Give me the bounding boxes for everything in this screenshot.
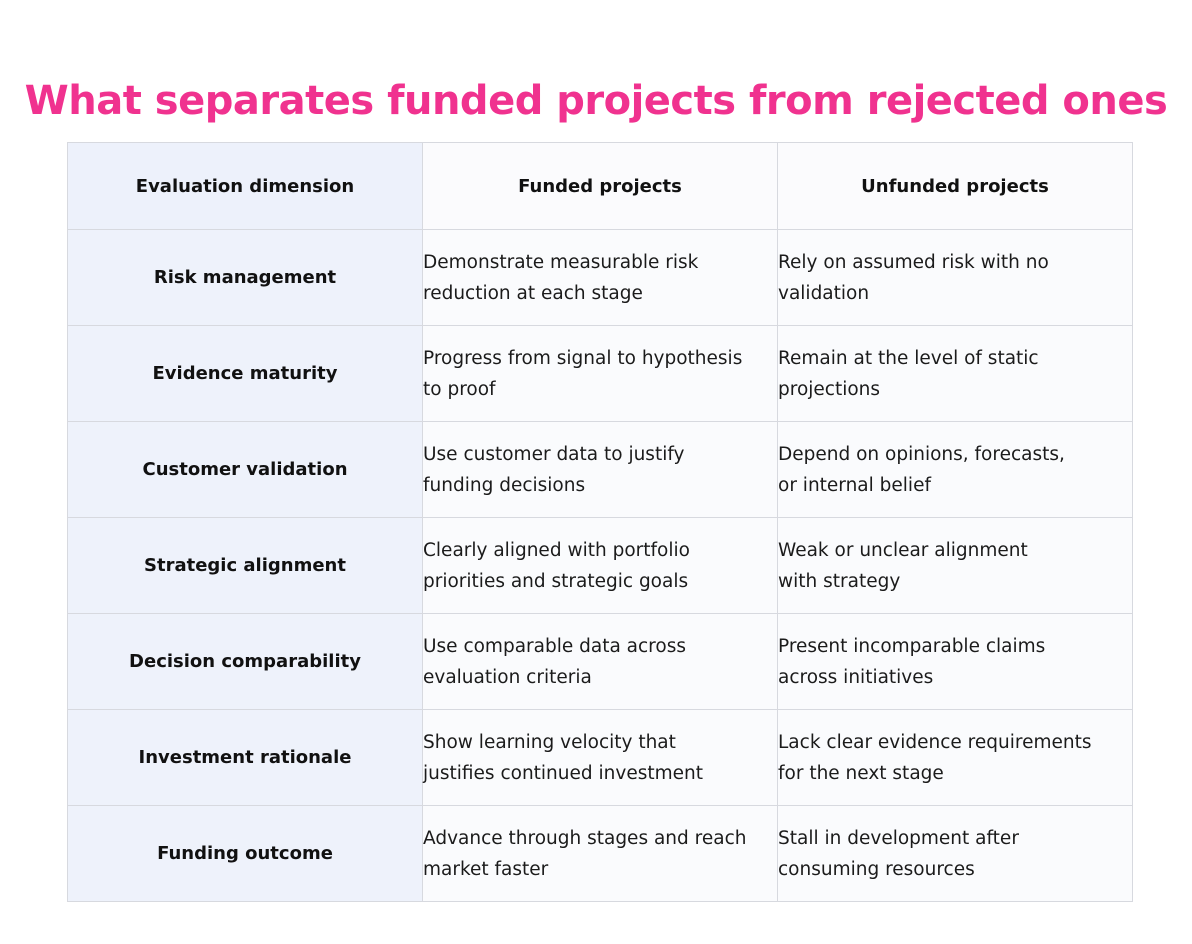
- unfunded-cell: Depend on opinions, forecasts, or intern…: [777, 421, 1133, 518]
- table-header-row: Evaluation dimension Funded projects Unf…: [67, 142, 1133, 230]
- unfunded-cell: Present incomparable claims across initi…: [777, 613, 1133, 710]
- funded-cell: Use comparable data across evaluation cr…: [422, 613, 778, 710]
- funded-line: priorities and strategic goals: [423, 570, 689, 592]
- unfunded-cell: Weak or unclear alignment with strategy: [777, 517, 1133, 614]
- funded-line: to proof: [423, 378, 496, 400]
- dimension-cell: Funding outcome: [67, 805, 423, 902]
- unfunded-line: across initiatives: [778, 666, 934, 688]
- unfunded-line: Stall in development after: [778, 827, 1019, 849]
- table-row: Customer validation Use customer data to…: [67, 421, 1133, 518]
- unfunded-line: Lack clear evidence requirements: [778, 731, 1092, 753]
- dimension-cell: Evidence maturity: [67, 325, 423, 422]
- funded-line: Use comparable data across: [423, 635, 686, 657]
- unfunded-line: Weak or unclear alignment: [778, 539, 1028, 561]
- unfunded-line: Rely on assumed risk with no: [778, 251, 1049, 273]
- dimension-cell: Investment rationale: [67, 709, 423, 806]
- funded-cell: Advance through stages and reach market …: [422, 805, 778, 902]
- table-row: Evidence maturity Progress from signal t…: [67, 325, 1133, 422]
- funded-cell: Show learning velocity that justifies co…: [422, 709, 778, 806]
- unfunded-line: Depend on opinions, forecasts,: [778, 443, 1065, 465]
- funded-line: Advance through stages and reach: [423, 827, 747, 849]
- unfunded-cell: Lack clear evidence requirements for the…: [777, 709, 1133, 806]
- funded-line: evaluation criteria: [423, 666, 592, 688]
- funded-line: Use customer data to justify: [423, 443, 685, 465]
- unfunded-cell: Rely on assumed risk with no validation: [777, 229, 1133, 326]
- unfunded-cell: Remain at the level of static projection…: [777, 325, 1133, 422]
- comparison-table: Evaluation dimension Funded projects Unf…: [67, 142, 1133, 902]
- funded-cell: Use customer data to justify funding dec…: [422, 421, 778, 518]
- header-funded-projects: Funded projects: [422, 142, 778, 230]
- header-evaluation-dimension: Evaluation dimension: [67, 142, 423, 230]
- header-unfunded-projects: Unfunded projects: [777, 142, 1133, 230]
- table-row: Strategic alignment Clearly aligned with…: [67, 517, 1133, 614]
- funded-line: Demonstrate measurable risk: [423, 251, 699, 273]
- unfunded-line: validation: [778, 282, 870, 304]
- table-row: Risk management Demonstrate measurable r…: [67, 229, 1133, 326]
- funded-cell: Clearly aligned with portfolio prioritie…: [422, 517, 778, 614]
- unfunded-line: for the next stage: [778, 762, 944, 784]
- funded-cell: Progress from signal to hypothesis to pr…: [422, 325, 778, 422]
- dimension-cell: Strategic alignment: [67, 517, 423, 614]
- dimension-cell: Decision comparability: [67, 613, 423, 710]
- funded-line: market faster: [423, 858, 549, 880]
- funded-line: reduction at each stage: [423, 282, 643, 304]
- unfunded-line: or internal belief: [778, 474, 931, 496]
- funded-cell: Demonstrate measurable risk reduction at…: [422, 229, 778, 326]
- unfunded-line: with strategy: [778, 570, 901, 592]
- funded-line: Clearly aligned with portfolio: [423, 539, 690, 561]
- funded-line: Show learning velocity that: [423, 731, 676, 753]
- unfunded-cell: Stall in development after consuming res…: [777, 805, 1133, 902]
- unfunded-line: Present incomparable claims: [778, 635, 1046, 657]
- unfunded-line: projections: [778, 378, 881, 400]
- dimension-cell: Customer validation: [67, 421, 423, 518]
- table-row: Investment rationale Show learning veloc…: [67, 709, 1133, 806]
- dimension-cell: Risk management: [67, 229, 423, 326]
- unfunded-line: consuming resources: [778, 858, 975, 880]
- funded-line: Progress from signal to hypothesis: [423, 347, 743, 369]
- page-title: What separates funded projects from reje…: [24, 77, 1168, 124]
- table-row: Funding outcome Advance through stages a…: [67, 805, 1133, 902]
- funded-line: justifies continued investment: [423, 762, 703, 784]
- unfunded-line: Remain at the level of static: [778, 347, 1039, 369]
- table-row: Decision comparability Use comparable da…: [67, 613, 1133, 710]
- funded-line: funding decisions: [423, 474, 586, 496]
